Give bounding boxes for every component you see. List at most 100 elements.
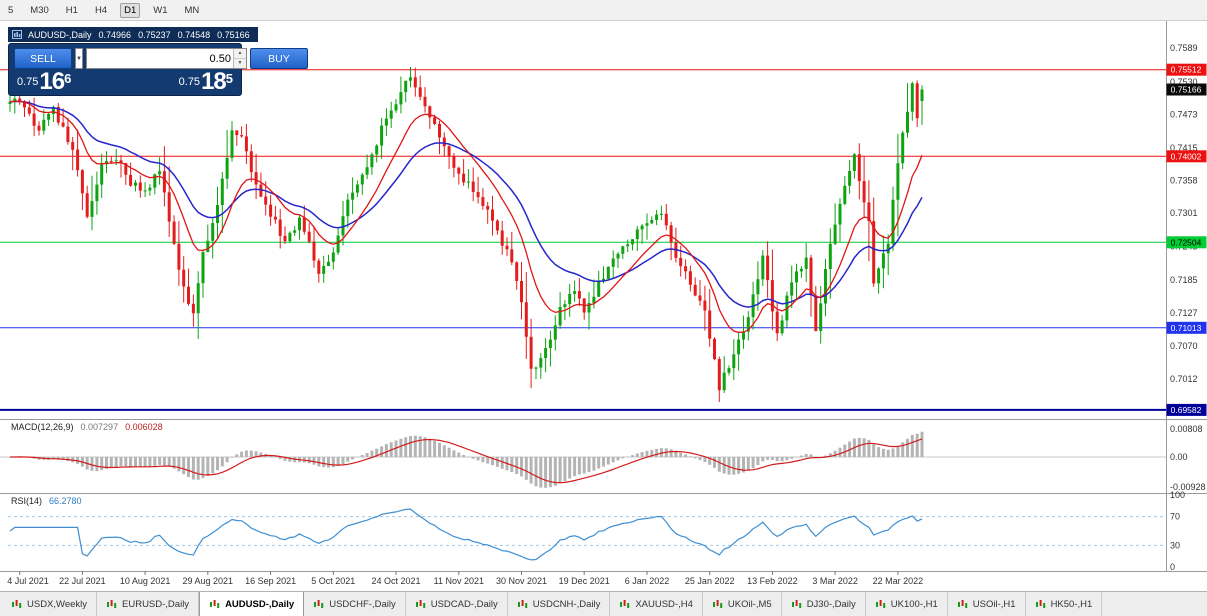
volume-dropdown[interactable]: ▼ [75, 48, 83, 69]
tab-label: UKOil-,M5 [727, 598, 772, 610]
volume-input[interactable] [86, 49, 233, 68]
chart-tab-dj30[interactable]: DJ30-,Daily [782, 592, 866, 616]
horizontal-level-lines[interactable] [0, 69, 1166, 411]
svg-text:0.7415: 0.7415 [1170, 143, 1198, 153]
svg-text:13 Feb 2022: 13 Feb 2022 [747, 576, 798, 586]
volume-increase-button[interactable]: ▲ [233, 49, 246, 59]
timeframe-button-w1[interactable]: W1 [153, 4, 168, 16]
ask-price[interactable]: 0.75 18 5 [178, 69, 233, 93]
price-chart-canvas[interactable]: 0.7589 0.75 30 0.7473 0.7415 0.7358 0.7301 0.72… [0, 21, 1207, 591]
mini-chart-icon [875, 599, 885, 608]
timeframe-button-h4[interactable]: H4 [94, 4, 108, 16]
ask-prefix: 0.75 [178, 76, 201, 89]
bid-prefix: 0.75 [17, 76, 39, 89]
macd-name: MACD(12,26,9) [11, 422, 74, 432]
chart-tab-usdcnh[interactable]: USDCNH-,Daily [508, 592, 611, 616]
mini-chart-icon [712, 599, 723, 608]
current-price-badge [1166, 83, 1207, 96]
chart-window: 0.7589 0.75 30 0.7473 0.7415 0.7358 0.7301 0.72… [0, 21, 1207, 591]
svg-text:30: 30 [1170, 540, 1180, 550]
bid-big-digits: 16 [39, 68, 65, 95]
svg-text:5 Oct 2021: 5 Oct 2021 [311, 576, 355, 586]
chart-tab-eurusd[interactable]: EURUSD-,Daily [97, 592, 200, 616]
panel-separators[interactable] [0, 21, 1207, 572]
svg-text:-0.00928: -0.00928 [1170, 482, 1206, 492]
svg-text:11 Nov 2021: 11 Nov 2021 [434, 576, 484, 586]
rsi-axis[interactable]: 100 70 30 0 [1170, 490, 1185, 572]
ohlc-close: 0.75166 [217, 29, 250, 40]
svg-text:22 Mar 2022: 22 Mar 2022 [873, 576, 924, 586]
svg-text:4 Jul 2021: 4 Jul 2021 [7, 576, 49, 586]
chart-symbol: AUDUSD-,Daily [28, 29, 92, 40]
mini-chart-icon [12, 599, 22, 608]
chart-tab-uk100[interactable]: UK100-,H1 [866, 592, 948, 616]
timeframe-button-mn[interactable]: MN [184, 4, 200, 16]
svg-text:0.7301: 0.7301 [1170, 208, 1198, 218]
ma-fast-line [9, 100, 923, 333]
timeframe-button-m30[interactable]: M30 [30, 4, 49, 16]
tab-label: XAUUSD-,H4 [635, 598, 693, 610]
ohlc-high: 0.75237 [138, 29, 171, 40]
mini-chart-icon [1035, 599, 1045, 608]
timeframe-button-h1[interactable]: H1 [65, 4, 78, 16]
chart-tab-usdchf[interactable]: USDCHF-,Daily [304, 592, 406, 616]
chart-tab-usoil[interactable]: USOil-,H1 [948, 592, 1026, 616]
svg-text:29 Aug 2021: 29 Aug 2021 [183, 576, 234, 586]
svg-text:70: 70 [1170, 512, 1180, 522]
mini-chart-icon [791, 599, 801, 608]
svg-text:22 Jul 2021: 22 Jul 2021 [59, 576, 106, 586]
tab-label: DJ30-,Daily [806, 598, 856, 610]
timeframe-button-d1[interactable]: D1 [120, 2, 141, 18]
tab-label: AUDUSD-,Daily [225, 598, 295, 610]
volume-decrease-button[interactable]: ▼ [233, 59, 246, 68]
macd-indicator-label: MACD(12,26,9) 0.007297 0.006028 [9, 422, 165, 432]
rsi-name: RSI(14) [11, 496, 43, 506]
date-axis[interactable]: 4 Jul 2021 22 Jul 2021 10 Aug 2021 29 Aug 2… [7, 571, 923, 586]
volume-field: ▲ ▼ [85, 48, 247, 69]
chart-tab-usdcad[interactable]: USDCAD-,Daily [406, 592, 508, 616]
mini-chart-icon [314, 599, 324, 608]
rsi-indicator-label: RSI(14) 66.2780 [9, 496, 84, 506]
svg-text:0.7589: 0.7589 [1170, 43, 1198, 53]
svg-text:0.75166: 0.75166 [1171, 85, 1202, 95]
chart-title: AUDUSD-,Daily 0.74966 0.75237 0.74548 0.… [8, 27, 258, 42]
mini-chart-icon [957, 599, 967, 608]
chevron-down-icon: ▼ [76, 55, 82, 62]
sell-button[interactable]: SELL [14, 48, 72, 69]
chart-tab-ukoil[interactable]: UKOil-,M5 [703, 592, 782, 616]
svg-text:0.7473: 0.7473 [1170, 110, 1198, 120]
svg-text:16 Sep 2021: 16 Sep 2021 [245, 576, 296, 586]
macd-panel [0, 431, 1166, 488]
svg-text:3 Mar 2022: 3 Mar 2022 [812, 576, 858, 586]
svg-text:0.72504: 0.72504 [1171, 237, 1202, 247]
rsi-value: 66.2780 [49, 496, 82, 506]
svg-text:0.7127: 0.7127 [1170, 308, 1198, 318]
chart-tab-xauusd[interactable]: XAUUSD-,H4 [610, 592, 703, 616]
svg-text:0.7185: 0.7185 [1170, 275, 1198, 285]
svg-text:0.7358: 0.7358 [1170, 176, 1198, 186]
svg-text:0.00: 0.00 [1170, 452, 1188, 462]
timeframe-button-5[interactable]: 5 [8, 4, 14, 16]
mini-chart-icon [415, 599, 425, 608]
tab-label: UK100-,H1 [890, 598, 938, 610]
volume-spinner: ▲ ▼ [232, 49, 246, 68]
macd-signal-value: 0.006028 [125, 422, 163, 432]
svg-text:6 Jan 2022: 6 Jan 2022 [625, 576, 670, 586]
chart-tab-usdx[interactable]: USDX,Weekly [2, 592, 98, 616]
svg-text:0.7012: 0.7012 [1170, 374, 1198, 384]
ohlc-low: 0.74548 [177, 29, 211, 40]
svg-text:0.00808: 0.00808 [1170, 424, 1203, 434]
buy-button[interactable]: BUY [249, 48, 308, 69]
chart-tab-audusd[interactable]: AUDUSD-,Daily [199, 592, 305, 616]
svg-text:19 Dec 2021: 19 Dec 2021 [559, 576, 610, 586]
bid-pip-digit: 6 [64, 71, 72, 86]
svg-text:24 Oct 2021: 24 Oct 2021 [371, 576, 420, 586]
tab-label: USOil-,H1 [972, 598, 1016, 610]
bid-price[interactable]: 0.75 16 6 [17, 68, 72, 95]
chart-tabbar: USDX,Weekly EURUSD-,Daily AUDUSD-,Daily USD… [0, 591, 1207, 616]
ma-slow-line [9, 100, 923, 308]
chart-tab-hk50[interactable]: HK50-,H1 [1026, 592, 1103, 616]
tab-label: EURUSD-,Daily [122, 598, 190, 610]
macd-axis[interactable]: 0.00808 0.00 -0.00928 [1170, 424, 1206, 492]
mini-chart-icon [210, 599, 220, 608]
